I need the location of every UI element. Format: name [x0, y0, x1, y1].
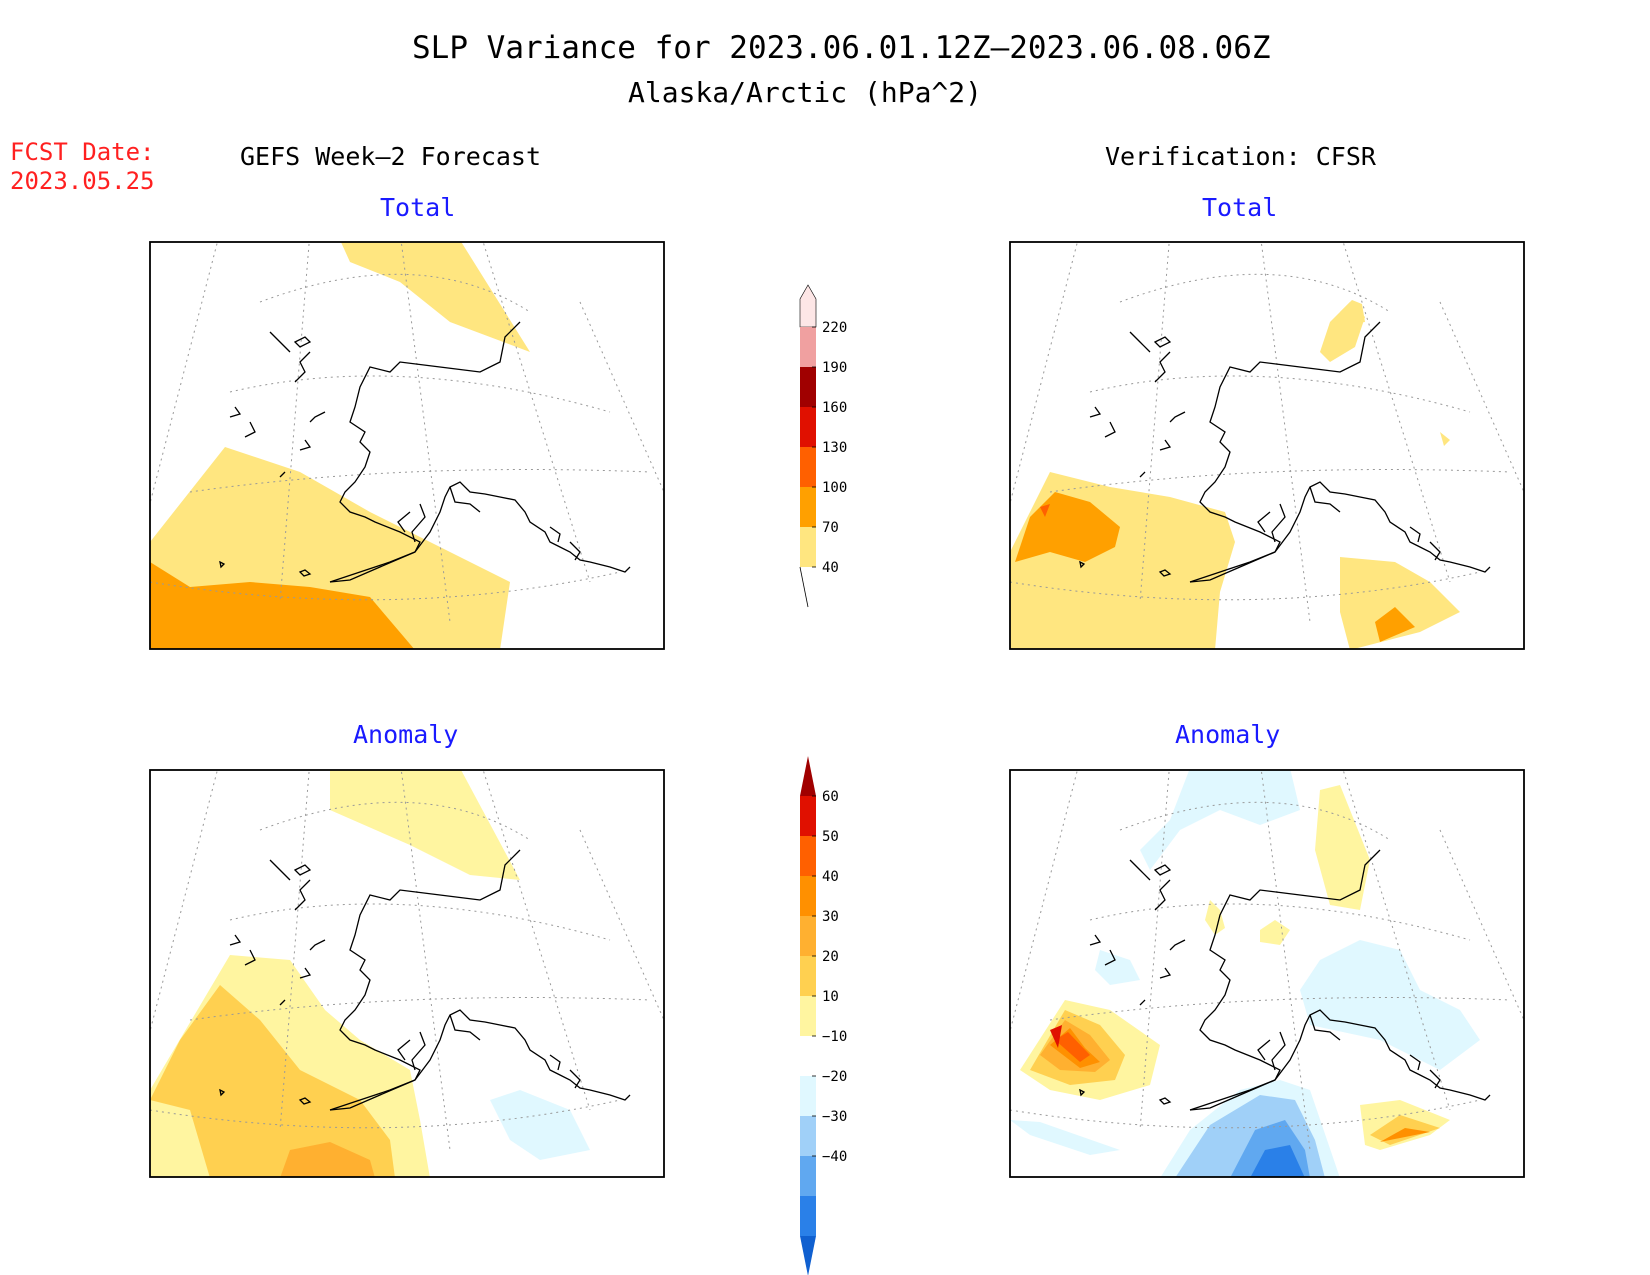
fill-40-70-north	[340, 242, 530, 352]
pos-30-40-se	[1380, 1128, 1430, 1142]
colorbar-total: 40 70 100 130 160 190 220	[799, 284, 847, 608]
colorbar-total-box	[800, 367, 816, 407]
frame-verification-total	[1009, 241, 1525, 650]
colorbar-anomaly-tick-label: −40	[822, 1149, 847, 1165]
colorbar-total-tick-label: 70	[822, 520, 839, 536]
panel-label-verification-anomaly: Anomaly	[1175, 720, 1281, 749]
fill-100-130-a	[1040, 504, 1050, 517]
panel-label-forecast-total: Total	[380, 193, 456, 222]
fill-40-70-d	[1340, 557, 1460, 649]
colorbar-anomaly-tick-label: 10	[822, 989, 839, 1005]
frame-verification-anomaly	[1009, 769, 1525, 1178]
fill-70-100-south	[150, 562, 415, 649]
colorbar-anomaly-box	[800, 1116, 816, 1156]
fcst-date-value: 2023.05.25	[10, 167, 155, 195]
colorbar-anomaly-tick-label: 60	[822, 789, 839, 805]
colorbar-anomaly-tick-label: −10	[822, 1029, 847, 1045]
panel-verification-total	[1010, 242, 1524, 649]
pos-10-20-left	[1205, 900, 1225, 935]
pos-50-60-sw	[1055, 1032, 1090, 1062]
colorbar-anomaly-box	[800, 796, 816, 836]
anom-10-20-north	[330, 770, 520, 880]
page-subtitle: Alaska/Arctic (hPa^2)	[628, 76, 983, 109]
colorbar-total-tip-bottom	[799, 566, 809, 608]
column-title-verification: Verification: CFSR	[1105, 142, 1376, 171]
pos-10-20-north	[1315, 785, 1370, 910]
frame-forecast-anomaly	[149, 769, 665, 1178]
anom-neg-10-20	[490, 1090, 590, 1160]
frame-forecast-total	[149, 241, 665, 650]
neg-10-20-sw	[1010, 1120, 1120, 1155]
anom-20-30	[150, 985, 395, 1177]
panel-forecast-anomaly	[150, 770, 664, 1177]
colorbar-total-box	[800, 327, 816, 367]
panel-verification-anomaly	[1010, 770, 1524, 1177]
colorbar-total-tick-label: 190	[822, 360, 847, 376]
colorbar-anomaly-tick-label: −20	[822, 1069, 847, 1085]
colorbar-anomaly-box	[800, 1196, 816, 1236]
fill-40-70-b	[1320, 302, 1365, 362]
neg-10-20-north	[1140, 770, 1300, 870]
colorbar-anomaly-tick-label: −30	[822, 1109, 847, 1125]
colorbar-total-box	[800, 447, 816, 487]
colorbar-anomaly: −40 −30 −20 −10 10 20 30 40 50 60	[800, 756, 847, 1275]
anom-30-40	[280, 1142, 375, 1177]
neg-10-20-east	[1300, 940, 1480, 1070]
panel-label-forecast-anomaly: Anomaly	[353, 720, 459, 749]
colorbar-anomaly-tip-bottom	[800, 1236, 816, 1275]
colorbar-total-tip-top	[799, 284, 817, 328]
colorbar-anomaly-box	[800, 1036, 816, 1076]
colorbar-anomaly-box	[800, 956, 816, 996]
colorbar-total-tick-label: 130	[822, 440, 847, 456]
colorbar-anomaly-box	[800, 836, 816, 876]
colorbar-total-tick-label: 40	[822, 560, 839, 576]
colorbar-total-box	[800, 487, 816, 527]
colorbar-total-tick-label: 220	[822, 320, 847, 336]
colorbar-anomaly-tick-label: 20	[822, 949, 839, 965]
colorbar-anomaly-tick-label: 50	[822, 829, 839, 845]
neg-40	[1250, 1145, 1305, 1177]
colorbar-total-box	[800, 527, 816, 567]
panel-forecast-total	[150, 242, 664, 649]
panel-label-verification-total: Total	[1202, 193, 1278, 222]
page-title: SLP Variance for 2023.06.01.12Z–2023.06.…	[412, 30, 1271, 66]
fill-40-70-e	[1440, 432, 1450, 446]
pos-60-sw	[1050, 1025, 1062, 1048]
colorbar-anomaly-tick-label: 40	[822, 869, 839, 885]
colorbar-total-tick-label: 100	[822, 480, 847, 496]
fill-70-100-b	[1375, 607, 1415, 642]
colorbar-anomaly-box	[800, 916, 816, 956]
colorbar-anomaly-box	[800, 1076, 816, 1116]
colorbar-total-tick-label: 160	[822, 400, 847, 416]
colorbar-anomaly-box	[800, 996, 816, 1036]
colorbar-total-box	[800, 407, 816, 447]
fcst-date-label: FCST Date:	[10, 138, 155, 166]
pos-10-20-mid	[1260, 920, 1290, 945]
neg-10-20-west	[1095, 950, 1140, 985]
colorbar-anomaly-box	[800, 1156, 816, 1196]
colorbar-anomaly-tick-label: 30	[822, 909, 839, 925]
colorbar-anomaly-box	[800, 876, 816, 916]
column-title-forecast: GEFS Week–2 Forecast	[240, 142, 542, 171]
colorbar-anomaly-tip-top	[800, 756, 816, 796]
